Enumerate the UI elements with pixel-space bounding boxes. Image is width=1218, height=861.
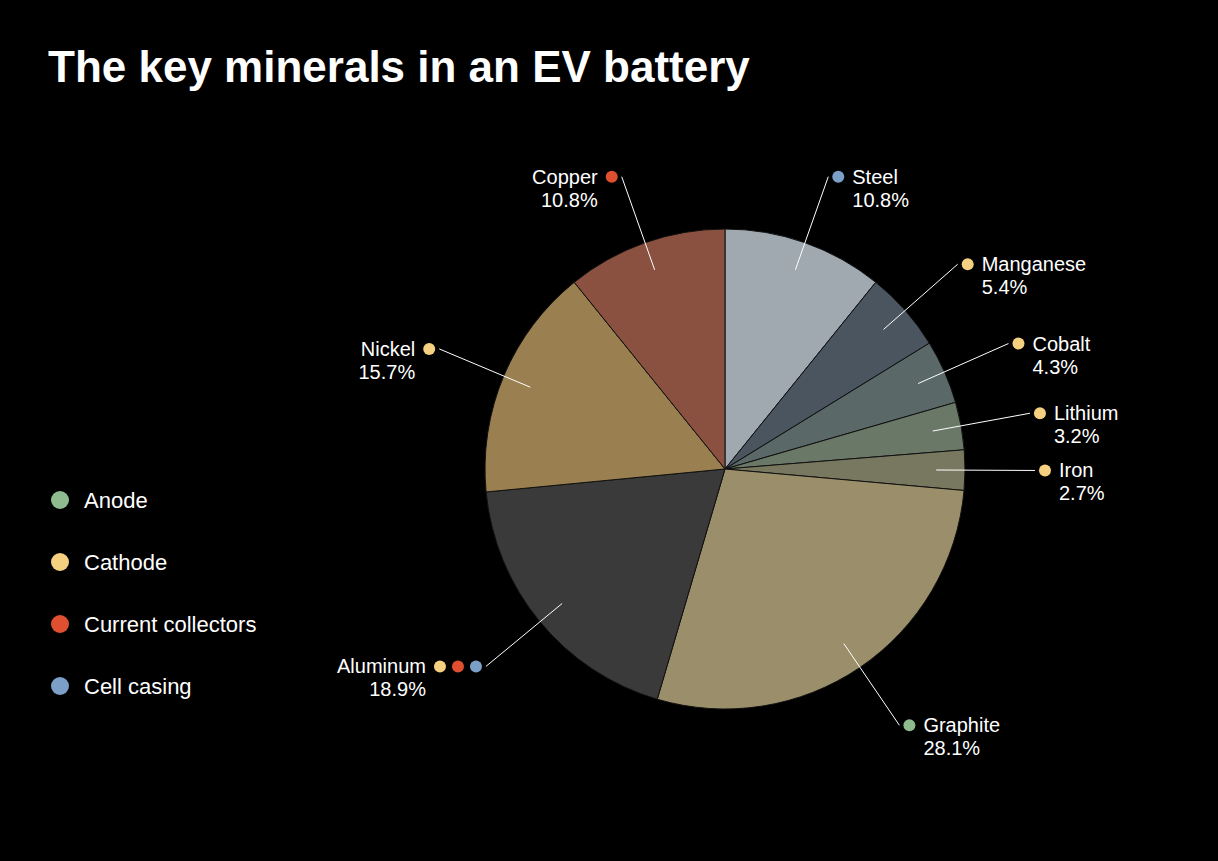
- group-dot: [903, 719, 915, 731]
- leader-line: [486, 603, 562, 666]
- data-label: 18.9%: [369, 678, 426, 700]
- leader-line: [439, 349, 530, 387]
- chart: The key minerals in an EV batterySteel10…: [0, 0, 1218, 861]
- data-label: 28.1%: [923, 737, 980, 759]
- background: [0, 0, 1218, 861]
- leader-line: [795, 177, 828, 270]
- group-dot: [1034, 407, 1046, 419]
- legend: Anode Cathode Current collectors Cell casin…: [51, 488, 256, 699]
- data-label: 2.7%: [1059, 482, 1105, 504]
- data-label: 10.8%: [541, 189, 598, 211]
- data-label: 15.7%: [358, 361, 415, 383]
- group-dot: [962, 258, 974, 270]
- data-label: 3.2%: [1054, 425, 1100, 447]
- slice-label: Copper: [532, 166, 598, 188]
- legend-label: Current collectors: [84, 612, 256, 637]
- title: The key minerals in an EV battery: [48, 42, 750, 91]
- slice-label: Lithium: [1054, 402, 1118, 424]
- group-dot: [606, 171, 618, 183]
- labels: Steel10.8%Manganese5.4%Cobalt4.3%Lithium…: [337, 166, 1118, 760]
- legend-marker: [51, 491, 69, 509]
- slice-label: Manganese: [982, 253, 1087, 275]
- leader-line: [884, 264, 958, 329]
- leader-line: [844, 644, 900, 726]
- data-label: 10.8%: [852, 189, 909, 211]
- slice: [574, 229, 725, 469]
- legend-label: Cell casing: [84, 674, 192, 699]
- slice-label: Iron: [1059, 459, 1093, 481]
- data-label: 5.4%: [982, 276, 1028, 298]
- slice-label: Steel: [852, 166, 898, 188]
- legend-marker: [51, 553, 69, 571]
- group-dot: [423, 343, 435, 355]
- slice-label: Cobalt: [1032, 333, 1090, 355]
- leader-line: [622, 177, 655, 270]
- slice: [486, 469, 725, 699]
- slice-label: Graphite: [923, 714, 1000, 736]
- leader-line: [933, 413, 1030, 431]
- data-label: 4.3%: [1032, 356, 1078, 378]
- legend-label: Cathode: [84, 550, 167, 575]
- pie: [485, 229, 965, 709]
- group-dot: [434, 660, 446, 672]
- group-dot: [452, 660, 464, 672]
- leader-line: [936, 469, 1035, 470]
- group-dot: [470, 660, 482, 672]
- group-dot: [1039, 464, 1051, 476]
- group-dot: [832, 171, 844, 183]
- slice-label: Aluminum: [337, 655, 426, 677]
- slice-label: Nickel: [361, 338, 415, 360]
- legend-label: Anode: [84, 488, 148, 513]
- group-dot: [1012, 338, 1024, 350]
- leader-line: [918, 344, 1008, 384]
- legend-marker: [51, 615, 69, 633]
- legend-marker: [51, 677, 69, 695]
